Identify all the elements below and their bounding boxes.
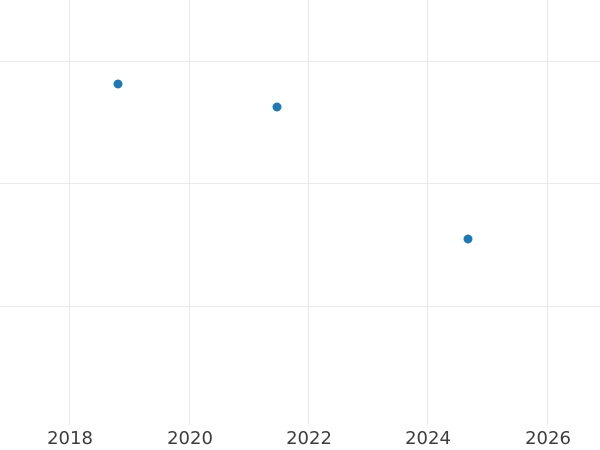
horizontal-gridline	[0, 61, 600, 62]
data-point	[272, 102, 282, 112]
x-tick-label: 2022	[286, 428, 332, 449]
horizontal-gridline	[0, 306, 600, 307]
x-tick-label: 2026	[525, 428, 571, 449]
vertical-gridline	[69, 0, 70, 425]
data-point	[463, 234, 473, 244]
vertical-gridline	[308, 0, 309, 425]
vertical-gridline	[189, 0, 190, 425]
x-tick-label: 2020	[167, 428, 213, 449]
horizontal-gridline	[0, 183, 600, 184]
vertical-gridline	[427, 0, 428, 425]
data-point	[113, 79, 123, 89]
x-tick-label: 2018	[47, 428, 93, 449]
vertical-gridline	[547, 0, 548, 425]
x-tick-label: 2024	[405, 428, 451, 449]
